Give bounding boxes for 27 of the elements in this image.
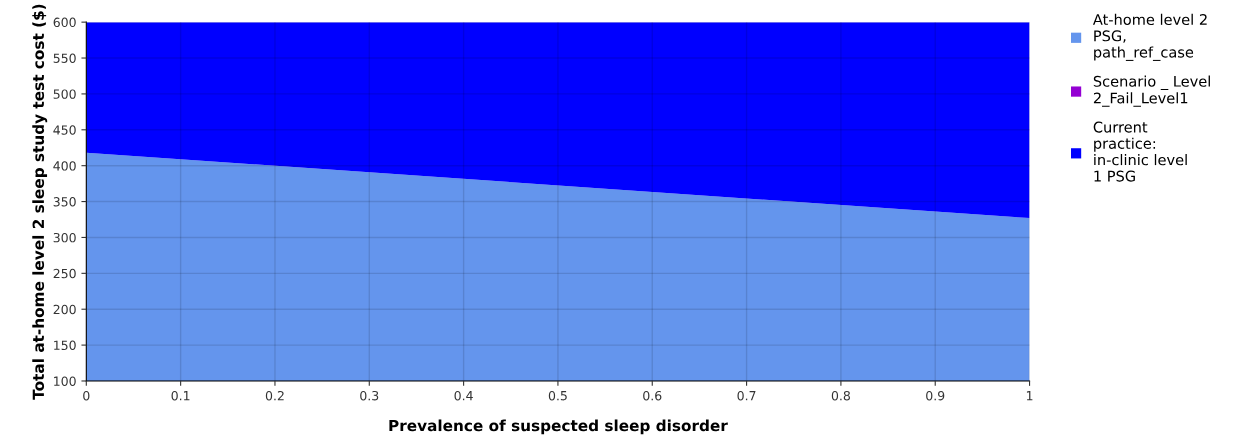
y-tick-label: 300 <box>53 232 76 243</box>
y-tick-label: 200 <box>53 304 76 315</box>
legend-label: Scenario _ Level 2_Fail_Level1 <box>1093 75 1210 107</box>
x-tick-label: 0.9 <box>926 390 945 401</box>
y-axis-title: Total at-home level 2 sleep study test cost ($) <box>32 4 48 400</box>
x-tick-label: 0.3 <box>360 390 379 401</box>
y-tick-label: 550 <box>53 53 76 63</box>
y-tick-label: 500 <box>53 89 76 99</box>
x-tick-label: 0.1 <box>171 390 190 401</box>
x-tick-label: 0.4 <box>454 390 473 401</box>
x-axis-title: Prevalence of suspected sleep disorder <box>389 419 728 435</box>
y-tick-label: 600 <box>53 17 76 28</box>
y-tick-label: 150 <box>54 340 76 351</box>
legend-label: At-home level 2 PSG, path_ref_case <box>1092 13 1207 61</box>
x-tick-label: 0.7 <box>737 390 756 401</box>
x-tick-label: 0.5 <box>548 390 567 401</box>
y-tick-label: 450 <box>53 125 76 135</box>
x-tick-label: 0.6 <box>643 390 662 401</box>
x-tick-label: 0.2 <box>265 390 284 401</box>
y-tick-label: 100 <box>54 376 76 386</box>
y-tick-label: 250 <box>53 268 76 279</box>
y-tick-label: 400 <box>53 161 76 171</box>
x-tick-label: 1 <box>1026 391 1033 401</box>
x-tick-label: 0 <box>83 390 90 401</box>
y-tick-label: 350 <box>53 197 76 207</box>
legend-label: Current practice: in-clinic level 1 PSG <box>1093 121 1187 182</box>
x-tick-label: 0.8 <box>831 390 850 401</box>
